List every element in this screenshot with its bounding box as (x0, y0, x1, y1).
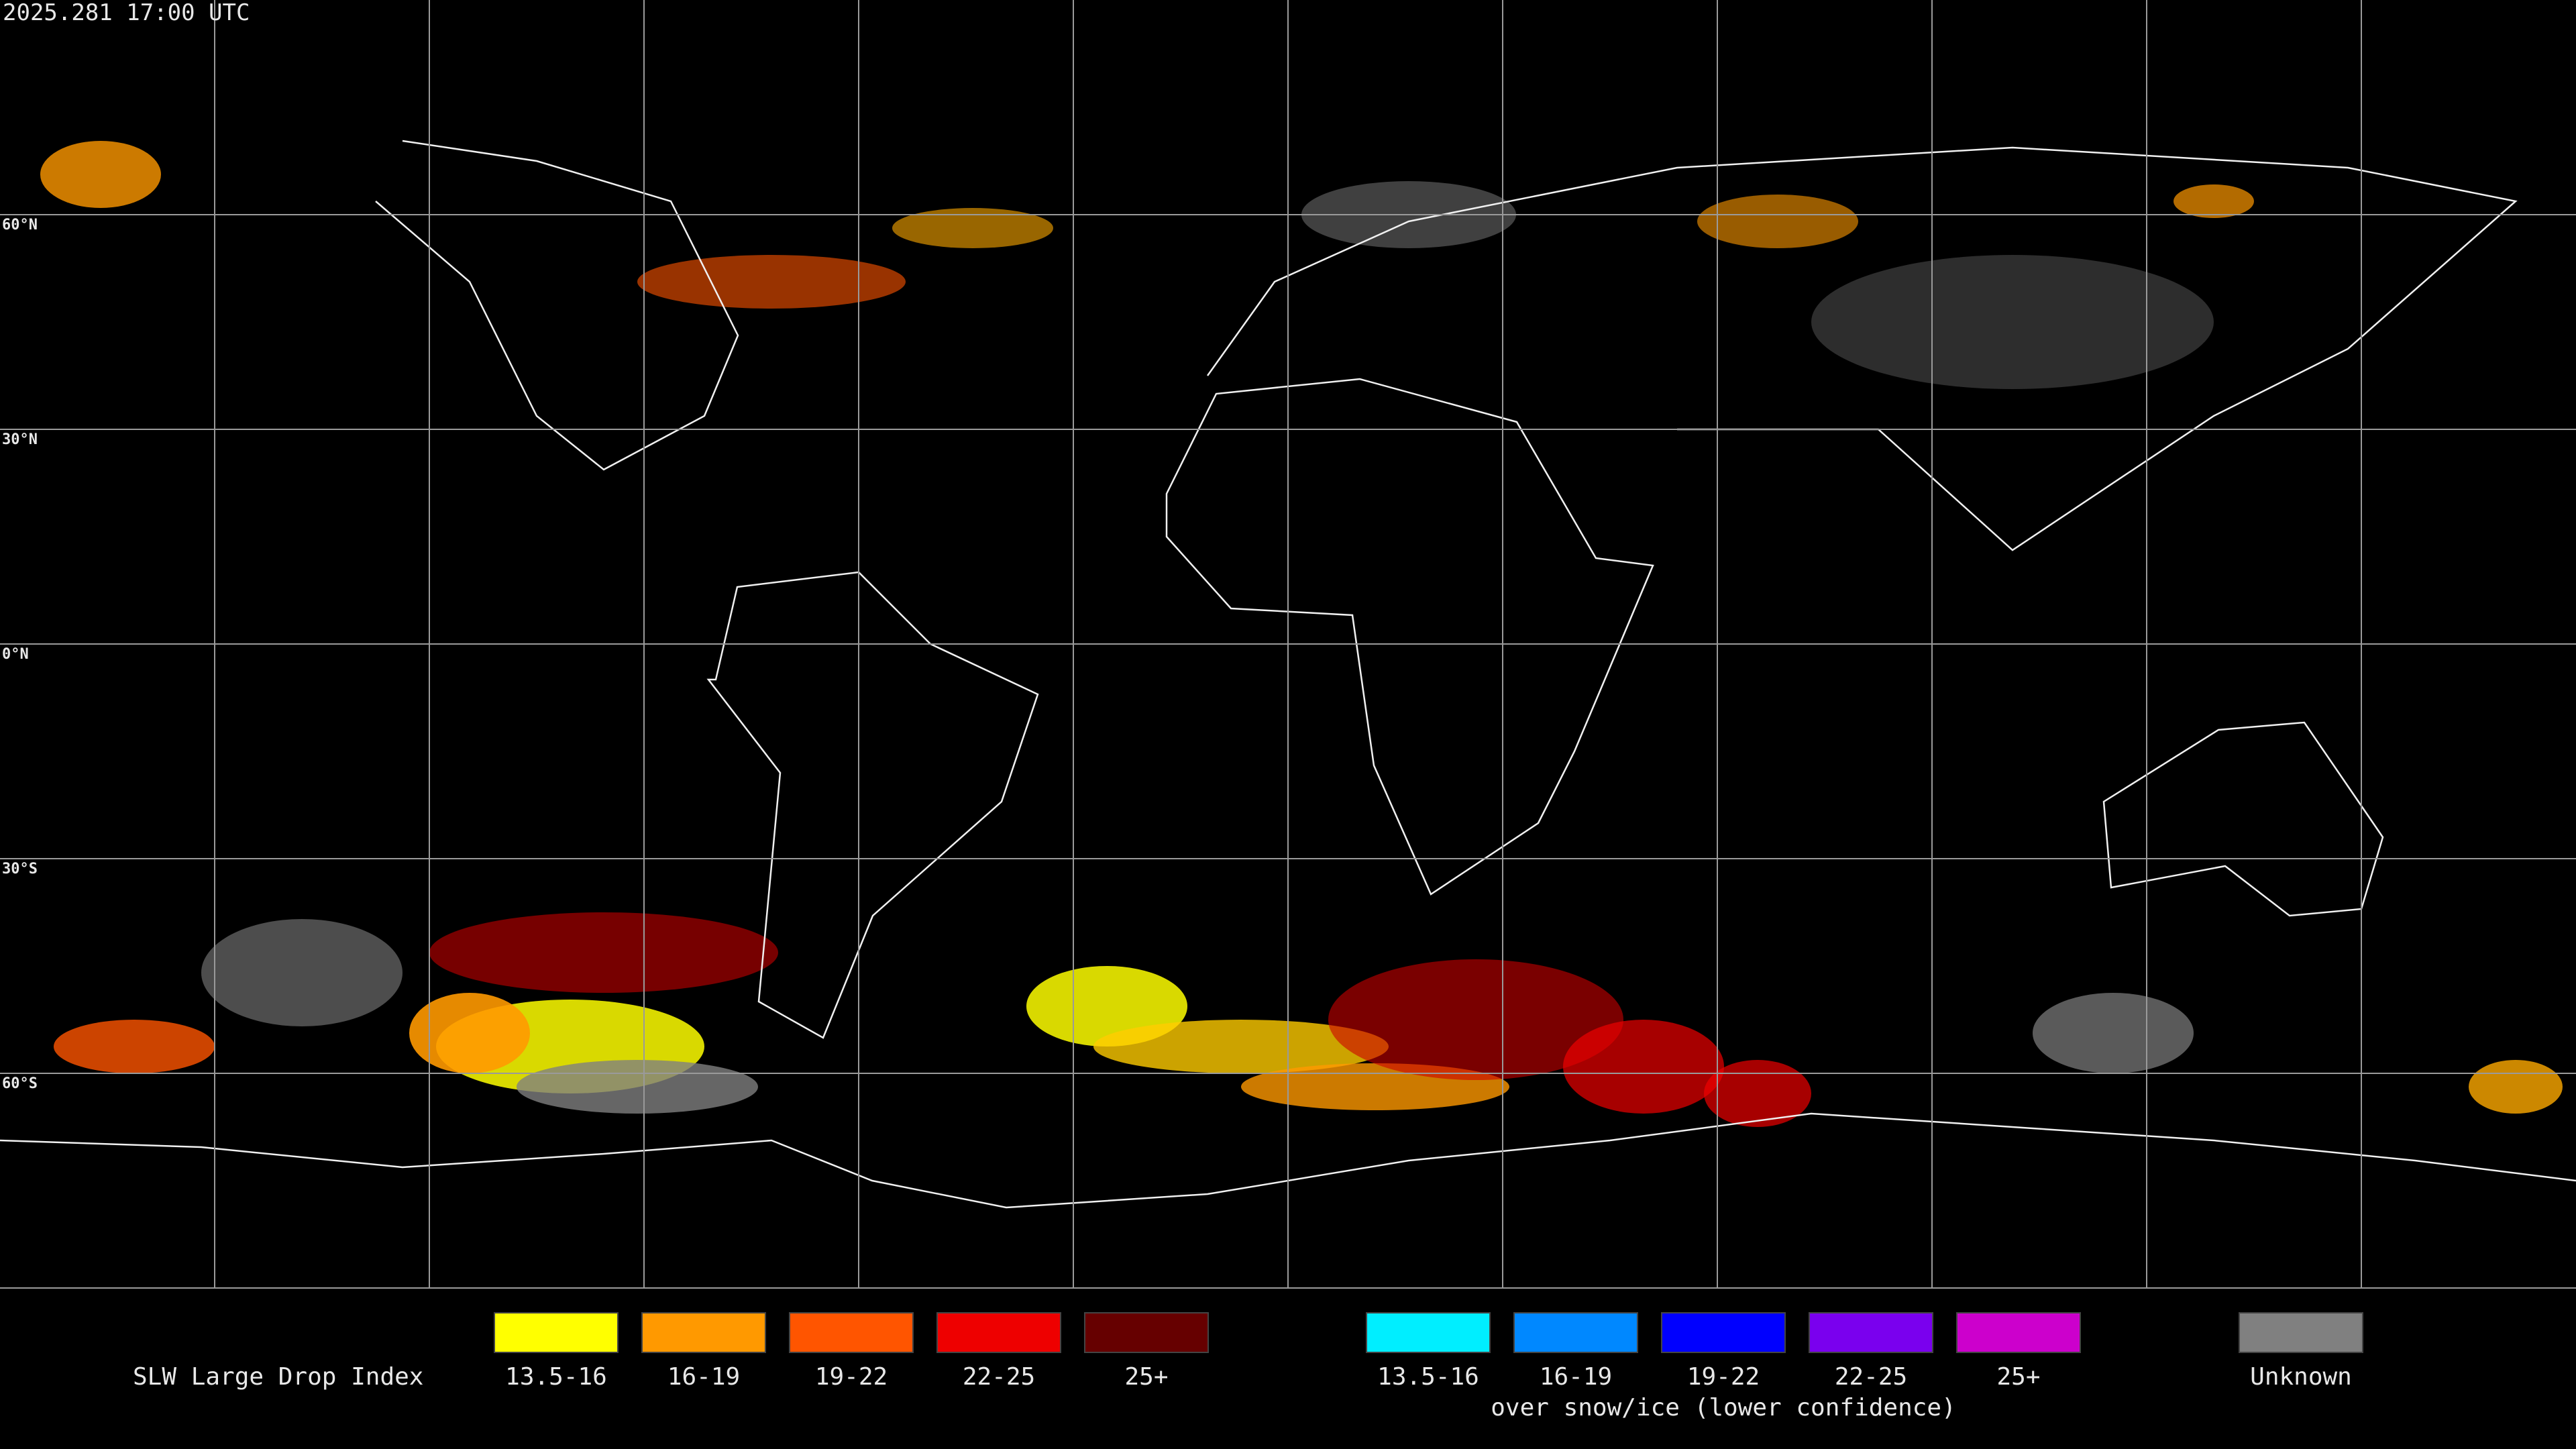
blob (1704, 1060, 1811, 1127)
blob (1328, 959, 1623, 1080)
legend-swatch (789, 1312, 914, 1353)
blob (429, 912, 778, 993)
blob (1093, 1020, 1389, 1073)
blob (1697, 195, 1858, 248)
blob (1563, 1020, 1724, 1114)
blob (517, 1060, 758, 1114)
blob (1811, 255, 2214, 389)
blob (2033, 993, 2194, 1073)
legend-label: 13.5-16 (505, 1363, 607, 1391)
latitude-label: 0°N (2, 646, 29, 663)
legend-swatch (1366, 1312, 1491, 1353)
legend-swatch (936, 1312, 1061, 1353)
legend-label: 19-22 (815, 1363, 888, 1391)
legend-swatch (494, 1312, 619, 1353)
legend-label: 22-25 (1835, 1363, 1907, 1391)
blob (54, 1020, 215, 1073)
latitude-labels: 60°N 30°N 0°N 30°S 60°S (2, 217, 38, 1092)
coast-africa (1165, 378, 1654, 896)
legend-label: 16-19 (667, 1363, 740, 1391)
coast-eurasia (1206, 146, 2518, 551)
blob (201, 919, 402, 1026)
blob (637, 255, 906, 309)
blob (892, 208, 1053, 248)
legend-label: 22-25 (963, 1363, 1035, 1391)
legend-swatch (1084, 1312, 1209, 1353)
timestamp: 2025.281 17:00 UTC (3, 0, 250, 26)
legend-label: 25+ (1996, 1363, 2040, 1391)
graticule (0, 0, 2576, 1289)
legend-swatch (641, 1312, 766, 1353)
latitude-label: 30°N (2, 431, 38, 448)
legend-swatch (1809, 1312, 1933, 1353)
legend-label: Unknown (2250, 1363, 2352, 1391)
latitude-label: 60°N (2, 217, 38, 233)
legend-swatch (1513, 1312, 1638, 1353)
coast-north-america (375, 140, 739, 471)
legend-label: 13.5-16 (1377, 1363, 1479, 1391)
legend-caption: over snow/ice (lower confidence) (1491, 1394, 1956, 1421)
blob (2174, 184, 2254, 218)
legend-swatch (2239, 1312, 2363, 1353)
legend-swatch (1661, 1312, 1786, 1353)
legend-title: SLW Large Drop Index (133, 1363, 423, 1391)
legend-label: 25+ (1124, 1363, 1168, 1391)
legend: SLW Large Drop Index 13.5-16 16-19 19-22 22… (133, 1312, 2363, 1421)
latitude-label: 60°S (2, 1075, 38, 1092)
latitude-label: 30°S (2, 861, 38, 877)
legend-swatch (1956, 1312, 2081, 1353)
blob (40, 141, 161, 208)
blob (409, 993, 530, 1073)
legend-label: 16-19 (1540, 1363, 1612, 1391)
legend-label: 19-22 (1687, 1363, 1760, 1391)
blob (2469, 1060, 2563, 1114)
